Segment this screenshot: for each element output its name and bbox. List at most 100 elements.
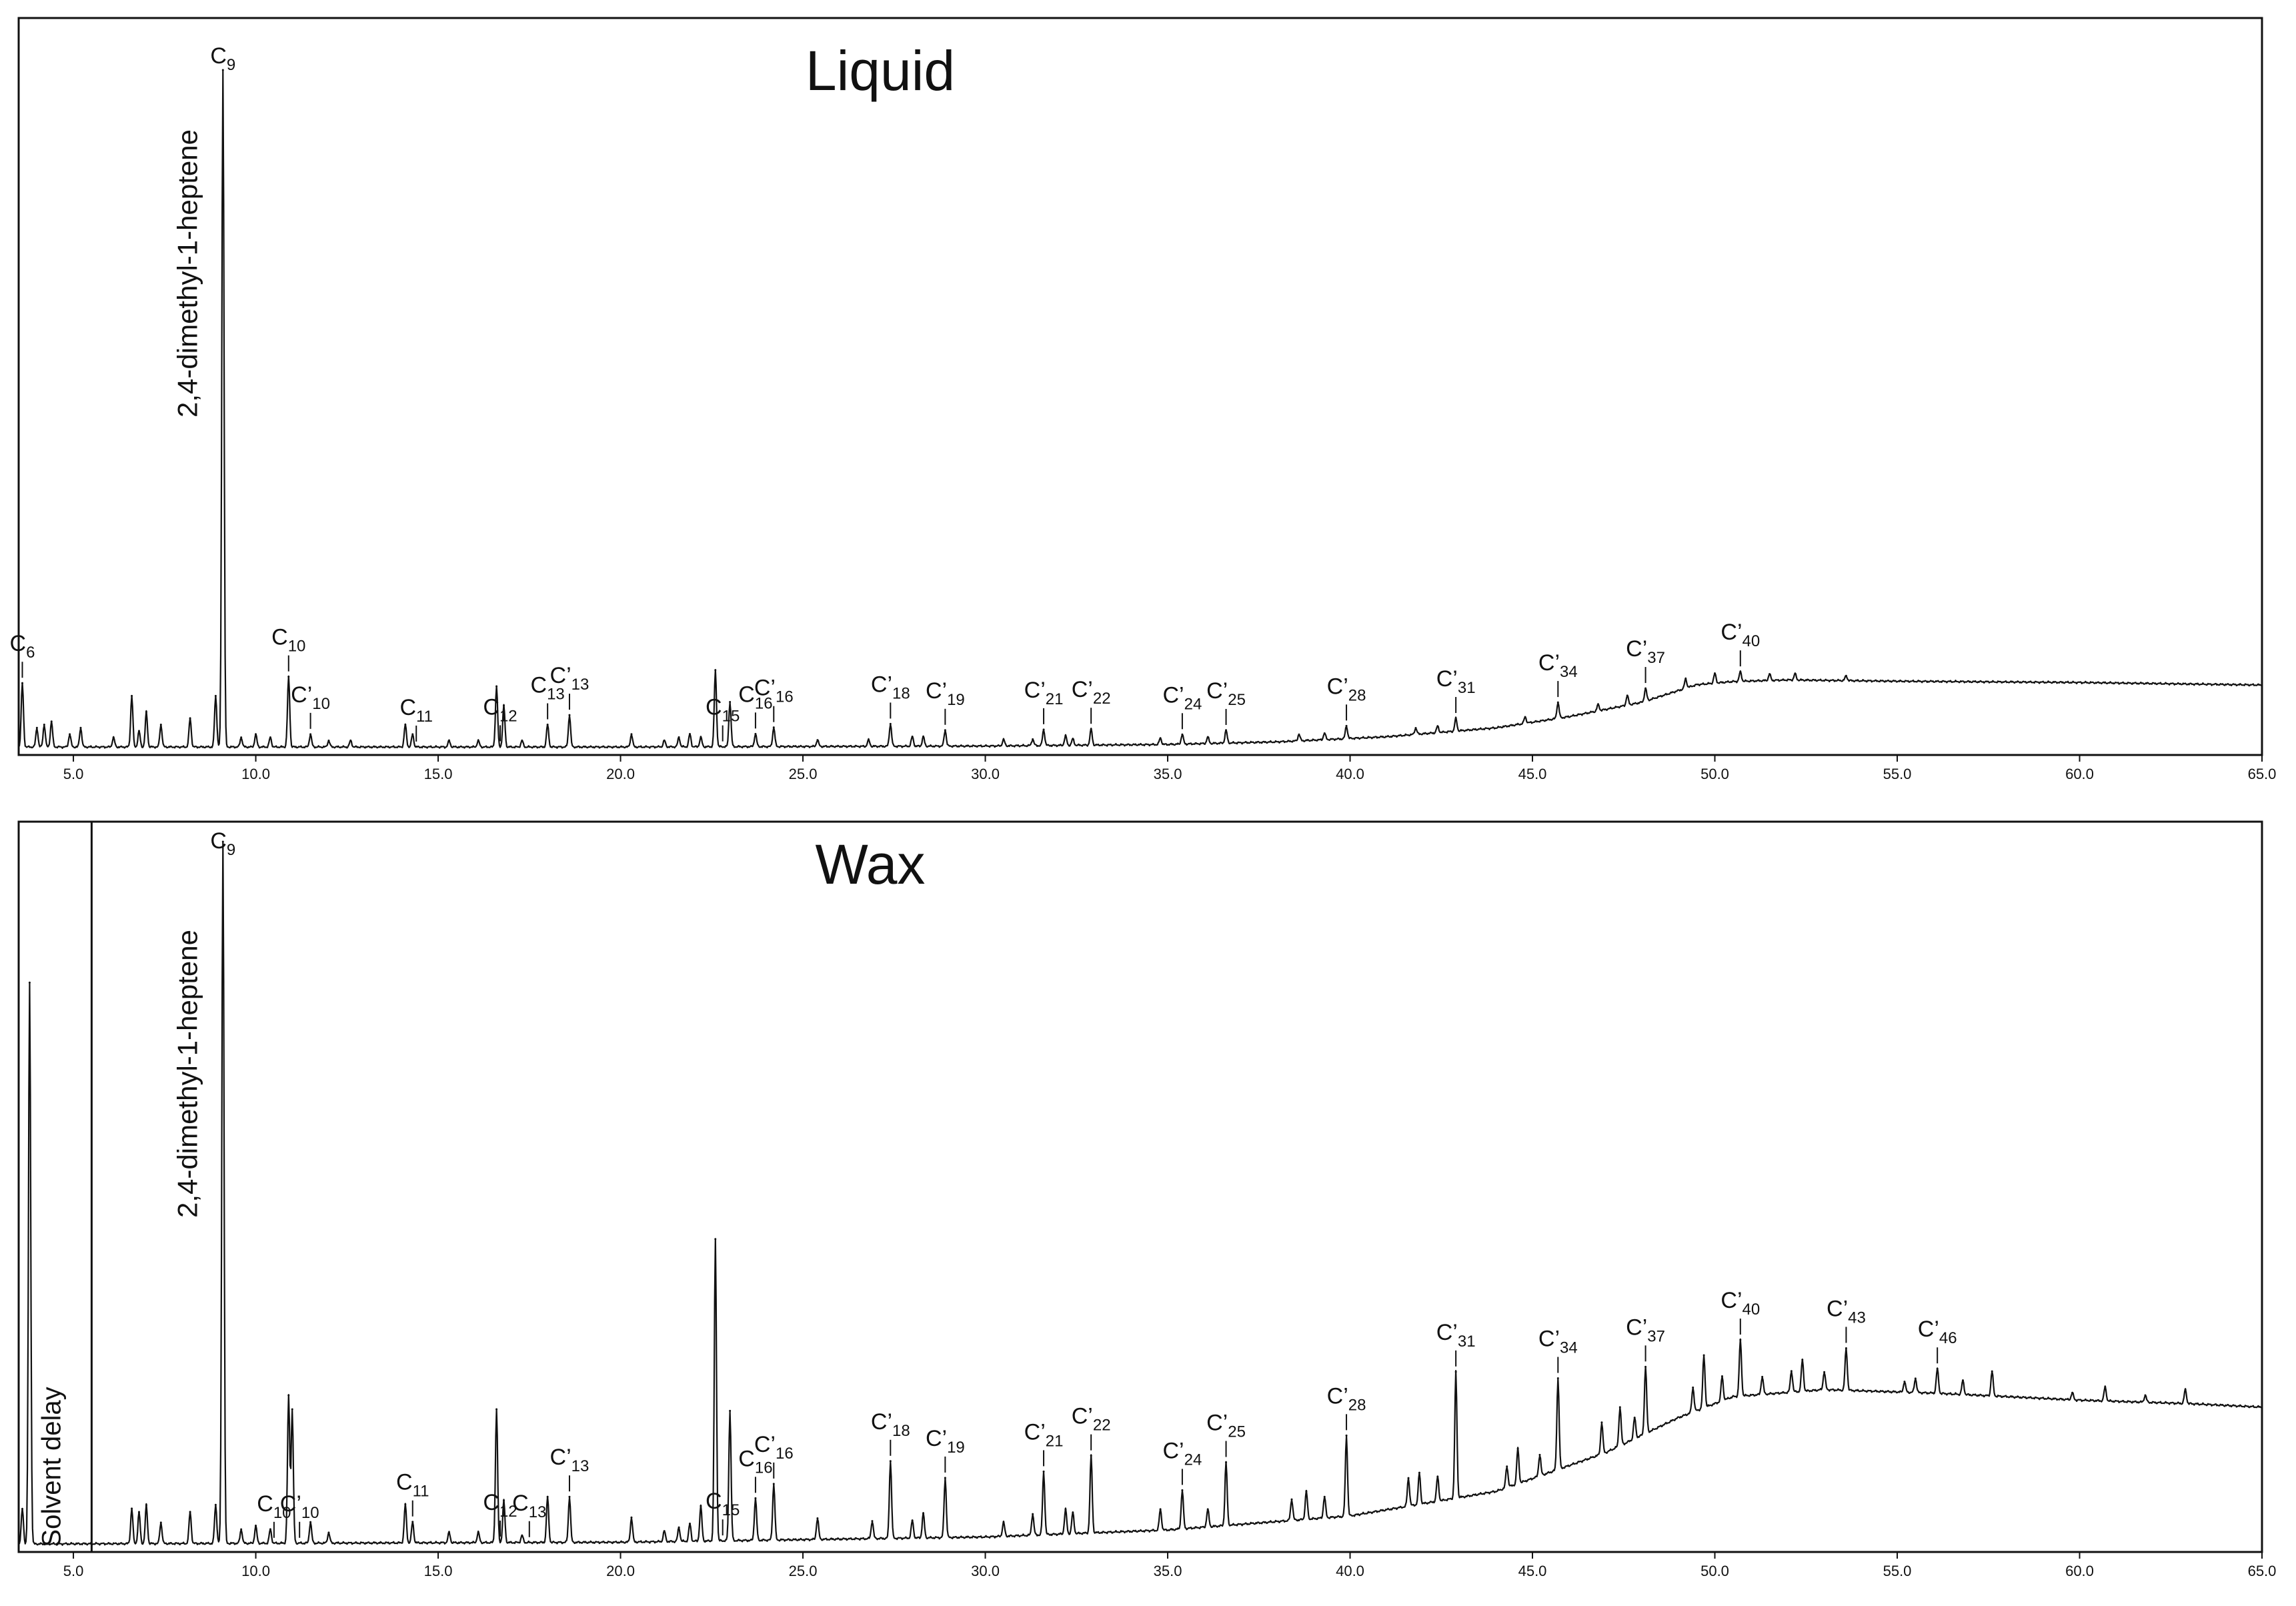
peak-point bbox=[255, 733, 257, 736]
peak-point bbox=[159, 1521, 162, 1524]
x-tick-label: 10.0 bbox=[241, 766, 270, 782]
peak-point bbox=[1991, 1370, 1993, 1373]
peak-label: C15 bbox=[706, 695, 740, 726]
x-tick-label: 55.0 bbox=[1883, 766, 1912, 782]
peak-point bbox=[240, 1528, 243, 1531]
peak-label: C’37 bbox=[1626, 1315, 1665, 1345]
peak-point bbox=[404, 723, 407, 726]
peak-label: C’18 bbox=[871, 672, 910, 702]
peak-point bbox=[477, 1531, 479, 1533]
peak-point bbox=[69, 733, 71, 736]
peak-point bbox=[2071, 1391, 2074, 1394]
x-tick-label: 60.0 bbox=[2065, 1563, 2094, 1579]
peak-point bbox=[568, 714, 571, 716]
peak-point bbox=[1644, 1365, 1647, 1368]
peak-label: C’34 bbox=[1538, 650, 1578, 681]
peak-point bbox=[35, 726, 38, 729]
x-tick-label: 55.0 bbox=[1883, 1563, 1912, 1579]
peak-point bbox=[495, 1408, 498, 1411]
peak-label: C’16 bbox=[754, 676, 794, 706]
peak-point bbox=[546, 723, 549, 726]
x-tick-label: 30.0 bbox=[971, 1563, 1000, 1579]
peak-point bbox=[867, 738, 870, 741]
peak-point bbox=[714, 1238, 717, 1241]
peak-point bbox=[700, 736, 702, 738]
panel-title: Liquid bbox=[806, 39, 955, 102]
peak-point bbox=[327, 1531, 330, 1534]
x-tick-label: 35.0 bbox=[1154, 766, 1182, 782]
peak-label: C16 bbox=[738, 682, 772, 712]
peak-point bbox=[1454, 717, 1457, 720]
peak-point bbox=[1903, 1381, 1906, 1383]
peak-point bbox=[287, 676, 290, 678]
peak-point bbox=[1345, 724, 1348, 727]
peak-label: C’13 bbox=[550, 663, 590, 694]
peak-point bbox=[327, 739, 330, 742]
peak-point bbox=[1436, 1475, 1439, 1478]
peak-point bbox=[911, 735, 914, 738]
peak-point bbox=[1454, 1371, 1457, 1373]
peak-point bbox=[1524, 716, 1526, 718]
peak-point bbox=[1323, 1495, 1326, 1498]
peak-point bbox=[269, 736, 271, 739]
peak-point bbox=[1090, 728, 1092, 730]
plot-frame bbox=[17, 17, 2263, 756]
peak-label: C12 bbox=[483, 1490, 517, 1521]
peak-label: C’10 bbox=[291, 682, 330, 713]
peak-point bbox=[772, 1483, 775, 1485]
peak-point bbox=[1538, 1453, 1541, 1456]
peak-point bbox=[43, 723, 45, 726]
peak-point bbox=[1633, 1417, 1636, 1419]
peak-label: C’24 bbox=[1162, 682, 1202, 713]
peak-point bbox=[1506, 1465, 1508, 1468]
x-tick-label: 40.0 bbox=[1336, 1563, 1364, 1579]
peak-point bbox=[21, 682, 23, 684]
peak-point bbox=[28, 981, 31, 984]
peak-point bbox=[1064, 734, 1067, 737]
peak-point bbox=[138, 730, 141, 732]
peak-point bbox=[2104, 1386, 2107, 1389]
peak-point bbox=[754, 1497, 757, 1499]
peak-point bbox=[411, 1521, 414, 1523]
peak-point bbox=[546, 1495, 549, 1498]
peak-point bbox=[1739, 670, 1742, 673]
peak-point bbox=[1626, 694, 1628, 697]
peak-point bbox=[944, 729, 946, 732]
peak-point bbox=[240, 736, 243, 739]
peak-point bbox=[1692, 1386, 1694, 1389]
x-tick-label: 5.0 bbox=[63, 1563, 84, 1579]
peak-point bbox=[1002, 738, 1005, 741]
peak-point bbox=[911, 1519, 914, 1522]
compound-label: 2,4-dimethyl-1-heptene bbox=[171, 930, 203, 1218]
peak-point bbox=[663, 1530, 666, 1533]
peak-label: C11 bbox=[399, 695, 432, 726]
peak-point bbox=[688, 733, 691, 736]
peak-point bbox=[714, 669, 717, 672]
peak-point bbox=[1206, 1508, 1209, 1511]
peak-label: C’25 bbox=[1206, 678, 1246, 709]
x-tick-label: 20.0 bbox=[606, 766, 635, 782]
peak-point bbox=[1002, 1521, 1005, 1523]
peak-point bbox=[1936, 1367, 1939, 1370]
peak-label: C’46 bbox=[1918, 1317, 1957, 1347]
peak-point bbox=[1159, 737, 1162, 740]
peak-point bbox=[630, 1516, 633, 1519]
peak-point bbox=[700, 1505, 702, 1507]
peak-point bbox=[1516, 1447, 1519, 1450]
peak-point bbox=[1823, 1371, 1826, 1373]
peak-point bbox=[729, 1409, 732, 1412]
compound-label: 2,4-dimethyl-1-heptene bbox=[171, 129, 203, 418]
peak-point bbox=[1790, 1370, 1793, 1373]
peak-point bbox=[1961, 1379, 1964, 1382]
x-tick-label: 60.0 bbox=[2065, 766, 2094, 782]
peak-point bbox=[1684, 678, 1687, 680]
peak-point bbox=[255, 1525, 257, 1527]
peak-point bbox=[678, 1526, 680, 1529]
panel-title: Wax bbox=[816, 833, 926, 896]
peak-point bbox=[502, 704, 505, 707]
peak-label: C’13 bbox=[550, 1445, 590, 1475]
peak-label: C’43 bbox=[1827, 1296, 1866, 1327]
peak-point bbox=[447, 1531, 450, 1533]
peak-point bbox=[1042, 1470, 1045, 1473]
